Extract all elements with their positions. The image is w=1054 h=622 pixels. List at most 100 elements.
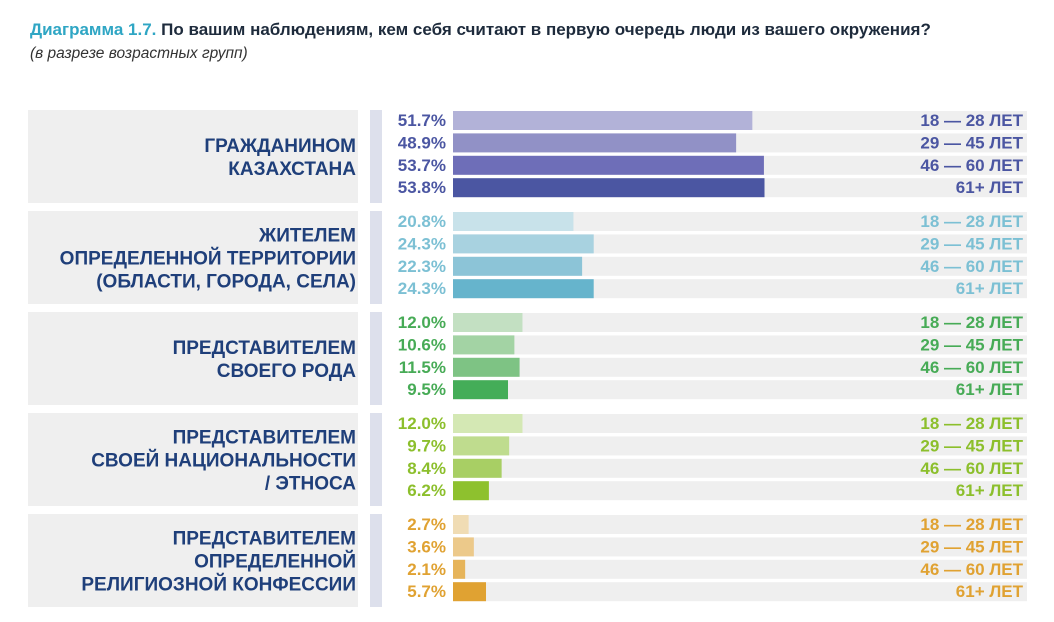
bar-track — [453, 380, 1027, 400]
value-label: 9.5% — [407, 380, 446, 399]
group-label: СВОЕГО РОДА — [217, 361, 356, 382]
series-label: 61+ ЛЕТ — [956, 582, 1024, 601]
group-label: СВОЕЙ НАЦИОНАЛЬНОСТИ — [91, 450, 356, 472]
bar-track — [453, 559, 1027, 579]
series-label: 29 — 45 ЛЕТ — [920, 234, 1023, 253]
group-label-box — [28, 514, 358, 607]
bar-track — [453, 256, 1027, 276]
group-side-bar — [370, 514, 382, 607]
value-label: 53.7% — [398, 156, 446, 175]
bar-track — [453, 357, 1027, 377]
series-label: 61+ ЛЕТ — [956, 481, 1024, 500]
bar — [453, 380, 509, 400]
value-label: 12.0% — [398, 414, 446, 433]
bar-track — [453, 481, 1027, 501]
group-label-box — [28, 413, 358, 506]
bar — [453, 335, 515, 355]
series-label: 46 — 60 ЛЕТ — [920, 560, 1023, 579]
series-label: 29 — 45 ЛЕТ — [920, 335, 1023, 354]
group-side-bar — [370, 110, 382, 203]
value-label: 8.4% — [407, 459, 446, 478]
bar — [453, 414, 523, 433]
value-label: 9.7% — [407, 436, 446, 455]
series-label: 46 — 60 ЛЕТ — [920, 257, 1023, 276]
value-label: 10.6% — [398, 335, 446, 354]
group-label-box — [28, 312, 358, 405]
value-label: 11.5% — [399, 358, 446, 377]
series-label: 29 — 45 ЛЕТ — [920, 133, 1023, 152]
bar-track — [453, 313, 1027, 332]
group-side-bar — [370, 211, 382, 304]
bar-track — [453, 414, 1027, 433]
bar — [453, 436, 510, 456]
series-label: 46 — 60 ЛЕТ — [920, 358, 1023, 377]
value-label: 2.1% — [407, 560, 446, 579]
value-label: 20.8% — [398, 212, 446, 231]
series-label: 18 — 28 ЛЕТ — [920, 212, 1023, 231]
bar-track — [453, 436, 1027, 456]
value-label: 24.3% — [398, 279, 446, 298]
value-label: 48.9% — [398, 133, 446, 152]
group-label: ПРЕДСТАВИТЕЛЕМ — [173, 428, 356, 449]
series-label: 61+ ЛЕТ — [956, 380, 1024, 399]
value-label: 12.0% — [398, 313, 446, 332]
group-label: ОПРЕДЕЛЕННОЙ — [194, 551, 356, 573]
bar — [453, 155, 764, 175]
bar — [453, 582, 487, 602]
group-label: (ОБЛАСТИ, ГОРОДА, СЕЛА) — [96, 272, 356, 293]
series-label: 46 — 60 ЛЕТ — [920, 459, 1023, 478]
chart-title-number: Диаграмма 1.7. — [30, 20, 157, 39]
group-label: ПРЕДСТАВИТЕЛЕМ — [173, 338, 356, 359]
series-label: 18 — 28 ЛЕТ — [920, 111, 1023, 130]
value-label: 2.7% — [407, 515, 446, 534]
value-label: 3.6% — [407, 537, 446, 556]
value-label: 53.8% — [398, 178, 446, 197]
series-label: 18 — 28 ЛЕТ — [920, 313, 1023, 332]
value-label: 24.3% — [398, 234, 446, 253]
bar — [453, 313, 523, 332]
bar-track — [453, 537, 1027, 557]
chart-title: Диаграмма 1.7. По вашим наблюдениям, кем… — [30, 20, 931, 40]
bar-track — [453, 515, 1027, 534]
bar — [453, 357, 520, 377]
bar-track — [453, 212, 1027, 231]
value-label: 6.2% — [407, 481, 446, 500]
group-side-bar — [370, 312, 382, 405]
bar — [453, 111, 753, 130]
group-label: РЕЛИГИОЗНОЙ КОНФЕССИИ — [81, 574, 356, 596]
bar-track — [453, 279, 1027, 299]
bar — [453, 133, 737, 153]
bar-track — [453, 234, 1027, 254]
bar — [453, 481, 489, 501]
series-label: 61+ ЛЕТ — [956, 178, 1024, 197]
group-label: ЖИТЕЛЕМ — [258, 226, 356, 247]
value-label: 22.3% — [398, 257, 446, 276]
bar — [453, 234, 594, 254]
chart-subtitle: (в разрезе возрастных групп) — [30, 45, 248, 62]
value-label: 5.7% — [407, 582, 446, 601]
group-label: ПРЕДСТАВИТЕЛЕМ — [173, 529, 356, 550]
series-label: 18 — 28 ЛЕТ — [920, 414, 1023, 433]
bar — [453, 537, 474, 557]
bar — [453, 559, 466, 579]
series-label: 29 — 45 ЛЕТ — [920, 436, 1023, 455]
series-label: 61+ ЛЕТ — [956, 279, 1024, 298]
group-label: ОПРЕДЕЛЕННОЙ ТЕРРИТОРИИ — [60, 248, 356, 270]
series-label: 18 — 28 ЛЕТ — [920, 515, 1023, 534]
bar-track — [453, 335, 1027, 355]
value-label: 51.7% — [398, 111, 446, 130]
group-label: / ЭТНОСА — [265, 474, 356, 495]
bar-track — [453, 582, 1027, 602]
bar — [453, 458, 502, 478]
group-label: ГРАЖДАНИНОМ — [204, 136, 356, 157]
bar — [453, 279, 594, 299]
chart-title-text: По вашим наблюдениям, кем себя считают в… — [161, 20, 931, 39]
bar — [453, 212, 574, 231]
group-side-bar — [370, 413, 382, 506]
bar — [453, 515, 469, 534]
group-label: КАЗАХСТАНА — [228, 159, 356, 180]
series-label: 29 — 45 ЛЕТ — [920, 537, 1023, 556]
group-label-box — [28, 110, 358, 203]
bar — [453, 178, 765, 198]
